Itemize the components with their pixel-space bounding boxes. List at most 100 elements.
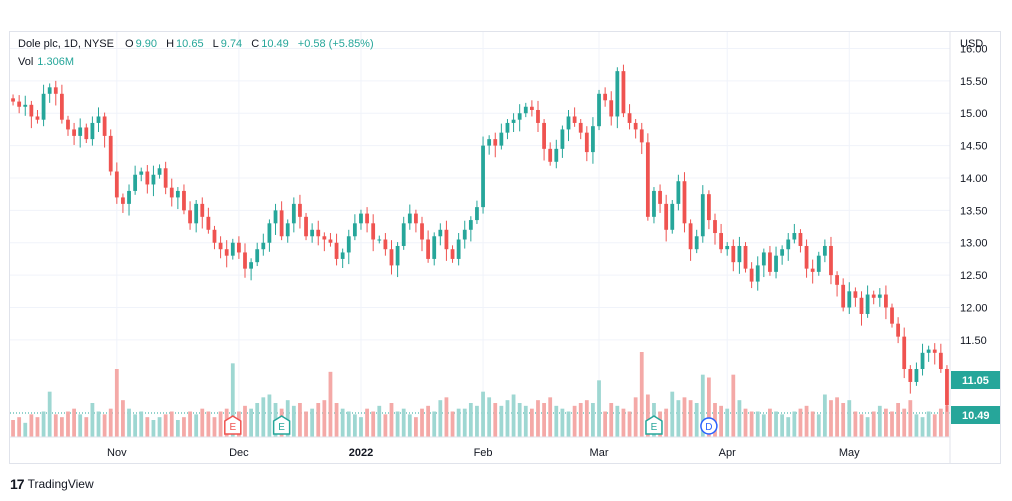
volume-bar [804, 405, 809, 437]
candle-body [11, 98, 15, 102]
volume-bar [243, 405, 247, 437]
volume-bar [548, 397, 553, 437]
candle-body [84, 127, 89, 140]
candle-body [127, 190, 131, 204]
candle-body [206, 216, 211, 230]
candle-body [804, 245, 809, 269]
candle-body [182, 190, 186, 211]
symbol-title[interactable]: Dole plc, 1D, NYSE [18, 38, 114, 50]
price-tick-label: 16.00 [960, 43, 988, 55]
candle-body [438, 229, 443, 237]
candle-body [249, 262, 253, 269]
price-tick-label: 14.00 [960, 173, 988, 185]
candle-body [639, 129, 644, 143]
volume-bar [749, 411, 754, 437]
candle-body [591, 126, 595, 153]
candle-body [719, 233, 723, 250]
brand-name: TradingView [27, 477, 94, 491]
candle-body [475, 207, 479, 221]
volume-bar [554, 405, 559, 437]
volume-bar [621, 408, 626, 437]
candle-body [859, 297, 864, 314]
volume-bar [780, 414, 785, 437]
volume-bar [847, 400, 852, 437]
candle-body [645, 142, 650, 217]
chart-pane[interactable]: E E E D 11.50 12.00 12.50 13.00 13.50 14.00 14.50… [9, 31, 1001, 464]
candle-body [652, 190, 656, 217]
volume-bar [578, 403, 583, 437]
candle-body [224, 249, 229, 256]
candle-body [169, 187, 174, 198]
earnings-icon [645, 415, 663, 435]
volume-bar [645, 394, 650, 437]
volume-bar [688, 400, 693, 437]
candle-body [188, 210, 192, 224]
candle-body [108, 135, 113, 172]
candle-body [316, 229, 321, 237]
candle-body [90, 122, 95, 140]
volume-bar [371, 411, 376, 437]
candle-body [41, 93, 46, 120]
volume-bar [938, 408, 943, 437]
candle-body [707, 194, 711, 221]
vol-label[interactable]: Vol [18, 56, 34, 68]
price-tag: 10.49 [951, 406, 1000, 424]
volume-bar [536, 400, 540, 437]
currency-label[interactable]: USD [960, 38, 984, 50]
price-axis: 11.50 12.00 12.50 13.00 13.50 14.00 14.50 15.00… [949, 32, 988, 463]
volume-bar [499, 405, 504, 437]
candlestick-chart[interactable]: E E E D 11.50 12.00 12.50 13.00 13.50 14.00 14.50… [10, 32, 1000, 463]
candle-body [194, 203, 199, 224]
candle-body [395, 245, 400, 266]
volume-bar [810, 411, 815, 437]
volume-bar [291, 405, 296, 437]
volume-bar [47, 391, 52, 437]
time-tick-label: Mar [590, 447, 609, 459]
candle-body [200, 203, 205, 217]
candle-body [279, 210, 284, 237]
candle-body [487, 139, 492, 146]
candle-body [371, 223, 376, 240]
volume-bar [676, 400, 681, 437]
event-marker-earnings[interactable]: E [272, 415, 291, 435]
candle-body [401, 223, 406, 246]
price-tick-label: 13.50 [960, 205, 988, 217]
candle-body [230, 242, 235, 256]
time-tick-label: 2022 [349, 447, 373, 459]
tradingview-brand[interactable]: 17 TradingView [10, 476, 94, 492]
event-marker-earnings[interactable]: E [645, 415, 663, 435]
candle-body [511, 119, 516, 123]
volume-bar [597, 380, 601, 437]
candle-body [255, 249, 260, 263]
volume-bar [432, 411, 437, 437]
candle-body [798, 233, 803, 246]
volume-bar [700, 374, 705, 437]
candle-body [72, 129, 76, 136]
earnings-icon [224, 415, 242, 435]
candle-body [713, 220, 717, 234]
candle-body [938, 352, 943, 370]
volume-bar [682, 397, 687, 437]
event-marker-dividend[interactable]: D [700, 417, 718, 435]
candle-body [945, 369, 949, 406]
candle-body [23, 104, 28, 107]
volume-bar [438, 400, 443, 437]
candle-body [340, 252, 345, 259]
volume-bar [163, 414, 168, 437]
candle-body [700, 194, 705, 237]
candle-body [877, 294, 882, 298]
volume-bar [127, 408, 131, 437]
candle-body [578, 122, 583, 133]
volume-bar [175, 420, 180, 437]
volume-bar [731, 374, 736, 437]
volume-bar [11, 420, 15, 437]
volume-bar [66, 411, 70, 437]
low-label: L [212, 38, 219, 50]
volume-bar [340, 408, 345, 437]
price-tick-label: 15.00 [960, 108, 988, 120]
earnings-icon [272, 415, 291, 435]
candle-body [462, 229, 467, 240]
candle-body [359, 213, 363, 224]
event-marker-earnings-past[interactable]: E [224, 415, 242, 435]
candle-body [755, 265, 760, 282]
